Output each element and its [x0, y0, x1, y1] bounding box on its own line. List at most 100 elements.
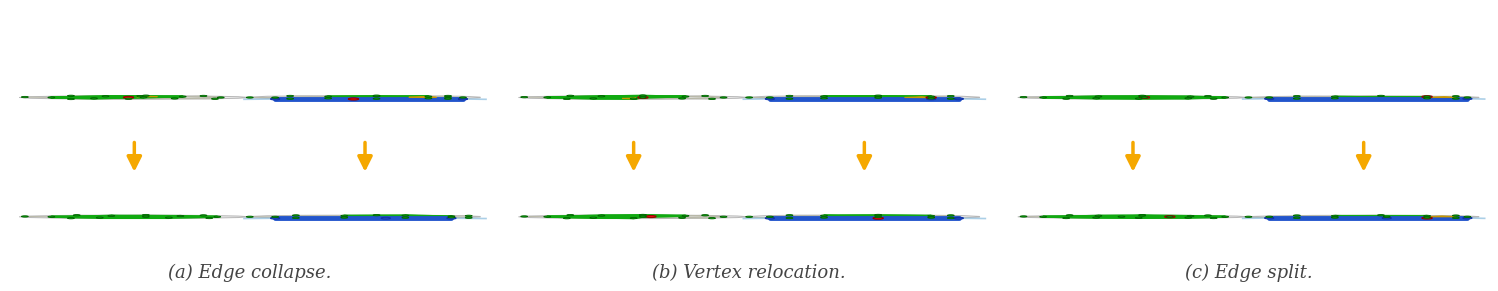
Circle shape: [1040, 97, 1047, 98]
Circle shape: [1423, 215, 1431, 217]
Circle shape: [1185, 97, 1192, 99]
Circle shape: [142, 214, 150, 216]
Circle shape: [446, 217, 455, 219]
Circle shape: [201, 215, 207, 216]
Circle shape: [1383, 216, 1390, 217]
Circle shape: [821, 96, 827, 97]
Circle shape: [1095, 215, 1103, 217]
Circle shape: [682, 96, 689, 97]
Circle shape: [1222, 97, 1228, 98]
Circle shape: [947, 217, 954, 219]
Circle shape: [1067, 215, 1073, 216]
Circle shape: [171, 98, 178, 99]
Circle shape: [682, 215, 689, 217]
Text: (c) Edge split.: (c) Edge split.: [1185, 264, 1312, 282]
Circle shape: [701, 214, 709, 216]
Circle shape: [1293, 217, 1300, 219]
Polygon shape: [749, 96, 980, 99]
Circle shape: [48, 97, 55, 98]
Circle shape: [544, 216, 551, 217]
Circle shape: [598, 96, 605, 97]
Circle shape: [286, 95, 294, 97]
Polygon shape: [19, 215, 250, 219]
Circle shape: [211, 98, 219, 100]
Polygon shape: [250, 96, 481, 99]
Circle shape: [1423, 217, 1431, 218]
Circle shape: [786, 214, 792, 216]
Circle shape: [271, 216, 279, 218]
Circle shape: [142, 216, 150, 217]
Circle shape: [767, 97, 773, 98]
Circle shape: [1264, 217, 1273, 219]
Circle shape: [640, 97, 646, 98]
Circle shape: [786, 217, 792, 219]
Circle shape: [926, 97, 936, 98]
Circle shape: [873, 217, 882, 219]
Circle shape: [1135, 98, 1141, 99]
Polygon shape: [1017, 96, 1248, 99]
Circle shape: [349, 98, 358, 100]
Circle shape: [342, 215, 348, 217]
Circle shape: [1186, 96, 1194, 97]
Circle shape: [1422, 217, 1432, 219]
Circle shape: [746, 97, 752, 98]
Circle shape: [709, 98, 716, 100]
Circle shape: [177, 215, 184, 217]
Circle shape: [927, 97, 935, 99]
Circle shape: [875, 215, 882, 216]
Circle shape: [373, 98, 380, 99]
Polygon shape: [824, 96, 932, 98]
Circle shape: [1332, 215, 1338, 217]
Circle shape: [448, 216, 455, 217]
Circle shape: [271, 217, 280, 219]
Circle shape: [217, 97, 225, 98]
Circle shape: [1383, 217, 1392, 219]
Circle shape: [746, 216, 752, 217]
Circle shape: [108, 215, 115, 217]
Circle shape: [286, 98, 294, 99]
Circle shape: [466, 217, 472, 219]
Circle shape: [786, 98, 792, 99]
Circle shape: [875, 216, 882, 218]
Circle shape: [1062, 98, 1070, 99]
Circle shape: [460, 97, 466, 98]
Circle shape: [205, 217, 213, 219]
Circle shape: [1138, 96, 1146, 97]
Circle shape: [1092, 97, 1100, 99]
Circle shape: [640, 95, 646, 97]
Circle shape: [1141, 97, 1147, 98]
Circle shape: [136, 95, 144, 97]
Polygon shape: [547, 96, 686, 99]
Circle shape: [566, 214, 574, 216]
Circle shape: [380, 217, 391, 219]
Circle shape: [679, 217, 686, 219]
Circle shape: [126, 98, 132, 100]
Circle shape: [1210, 217, 1216, 219]
Circle shape: [927, 98, 936, 100]
Circle shape: [180, 96, 186, 97]
Circle shape: [1464, 97, 1471, 98]
Circle shape: [246, 216, 253, 217]
Polygon shape: [749, 215, 980, 218]
Circle shape: [1245, 216, 1252, 217]
Circle shape: [1204, 95, 1212, 97]
Circle shape: [1210, 98, 1216, 99]
Circle shape: [425, 97, 431, 99]
Circle shape: [590, 217, 596, 219]
Circle shape: [640, 214, 646, 216]
Circle shape: [349, 98, 358, 100]
Circle shape: [640, 216, 646, 217]
Circle shape: [1020, 216, 1028, 217]
Circle shape: [721, 97, 727, 98]
Circle shape: [1453, 217, 1459, 219]
Circle shape: [1062, 217, 1070, 219]
Polygon shape: [518, 215, 749, 219]
Circle shape: [1423, 97, 1431, 99]
Polygon shape: [1248, 96, 1479, 99]
Circle shape: [325, 96, 331, 97]
Circle shape: [1167, 216, 1173, 217]
Circle shape: [563, 217, 571, 219]
Polygon shape: [51, 216, 217, 218]
Circle shape: [1462, 98, 1473, 100]
Circle shape: [873, 217, 884, 219]
